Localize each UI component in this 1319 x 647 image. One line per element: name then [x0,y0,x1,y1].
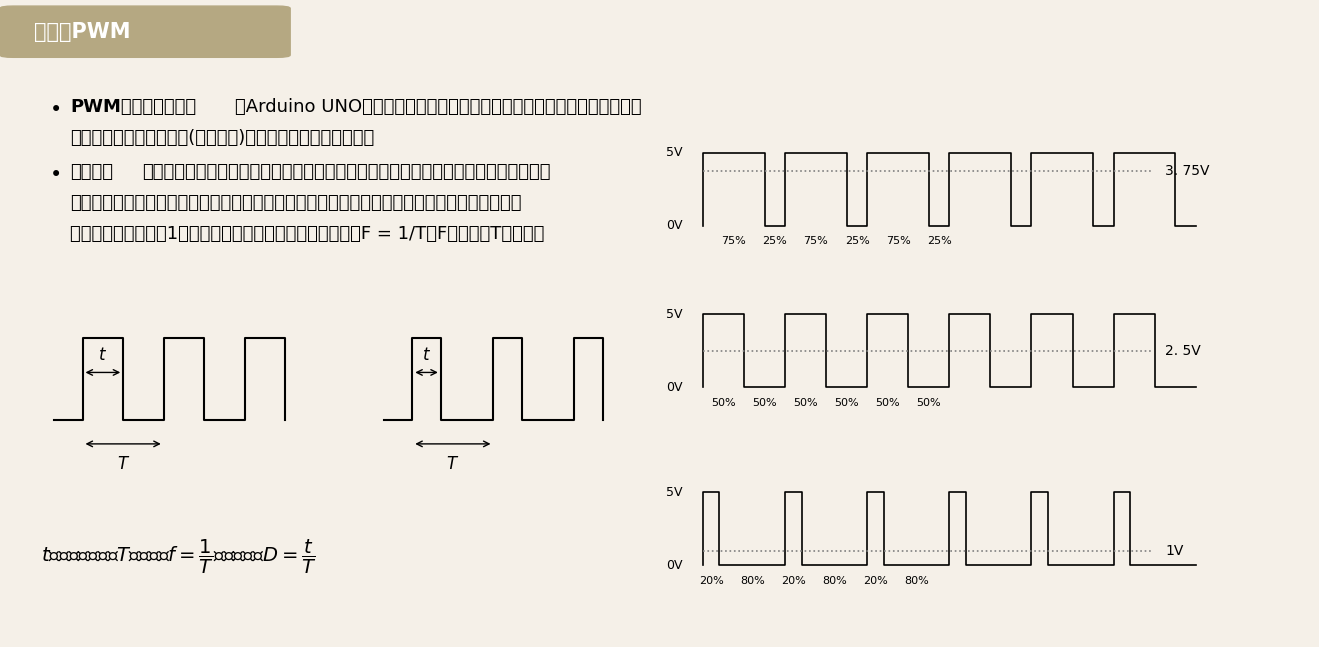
Text: 50%: 50% [711,398,736,408]
Text: 什么是PWM: 什么是PWM [34,22,131,41]
Text: 0V: 0V [666,559,682,572]
Text: •: • [50,100,62,120]
Text: •: • [50,165,62,185]
Text: 80%: 80% [740,576,765,586]
Text: 80%: 80% [904,576,929,586]
Text: 50%: 50% [835,398,859,408]
Text: 80%: 80% [822,576,847,586]
Text: 1V: 1V [1165,543,1183,558]
Text: 75%: 75% [803,236,828,246]
Text: 50%: 50% [752,398,777,408]
Text: 5V: 5V [666,308,682,321]
Text: $t$: $t$ [99,346,107,364]
Text: 0V: 0V [666,381,682,394]
Text: 周期；即凡具有不连续波形的信号都是脉冲信号，广义上讲，非正弦波形的信号都是脉冲信号，: 周期；即凡具有不连续波形的信号都是脉冲信号，广义上讲，非正弦波形的信号都是脉冲信… [70,194,521,212]
Text: ，Arduino UNO并不能产生真正的模拟量输出，它是通过调制一定脉冲周期: ，Arduino UNO并不能产生真正的模拟量输出，它是通过调制一定脉冲周期 [235,98,641,116]
Text: 3. 75V: 3. 75V [1165,164,1210,178]
Text: 脉冲信号: 脉冲信号 [70,163,113,181]
Text: ：脉冲信号是按一定电压幅度，一定时间间隔连续发出。脉冲信号之间的时间间隔称为: ：脉冲信号是按一定电压幅度，一定时间间隔连续发出。脉冲信号之间的时间间隔称为 [142,163,551,181]
Text: 0V: 0V [666,219,682,232]
Text: 75%: 75% [721,236,747,246]
Text: $t$：脉宽，周期：$T$，频率：$f=\dfrac{1}{T}$，占空比：$D=\dfrac{t}{T}$: $t$：脉宽，周期：$T$，频率：$f=\dfrac{1}{T}$，占空比：$D… [41,538,317,576]
Text: 2. 5V: 2. 5V [1165,344,1202,358]
Text: 5V: 5V [666,146,682,159]
Text: 50%: 50% [917,398,942,408]
Text: 50%: 50% [793,398,818,408]
Text: 20%: 20% [781,576,806,586]
Text: 50%: 50% [876,398,900,408]
Text: 25%: 25% [844,236,869,246]
Text: 75%: 75% [885,236,910,246]
Text: $t$: $t$ [422,346,431,364]
Text: 内高电平保持时间的占比(方波信号)来输出一种接近模拟量的量: 内高电平保持时间的占比(方波信号)来输出一种接近模拟量的量 [70,129,375,148]
Text: $T$: $T$ [446,455,459,473]
Text: 25%: 25% [762,236,787,246]
Text: 20%: 20% [863,576,888,586]
FancyBboxPatch shape [0,6,290,58]
Text: 5V: 5V [666,486,682,499]
Text: $T$: $T$ [116,455,129,473]
Text: 25%: 25% [927,236,951,246]
Text: PWM即脉冲宽度调制: PWM即脉冲宽度调制 [70,98,197,116]
Text: 20%: 20% [699,576,724,586]
Text: 而将在单位时间（如1秒）内所产生的脉冲个数称为频率。即F = 1/T（F是频率，T是周期）: 而将在单位时间（如1秒）内所产生的脉冲个数称为频率。即F = 1/T（F是频率，… [70,225,545,243]
